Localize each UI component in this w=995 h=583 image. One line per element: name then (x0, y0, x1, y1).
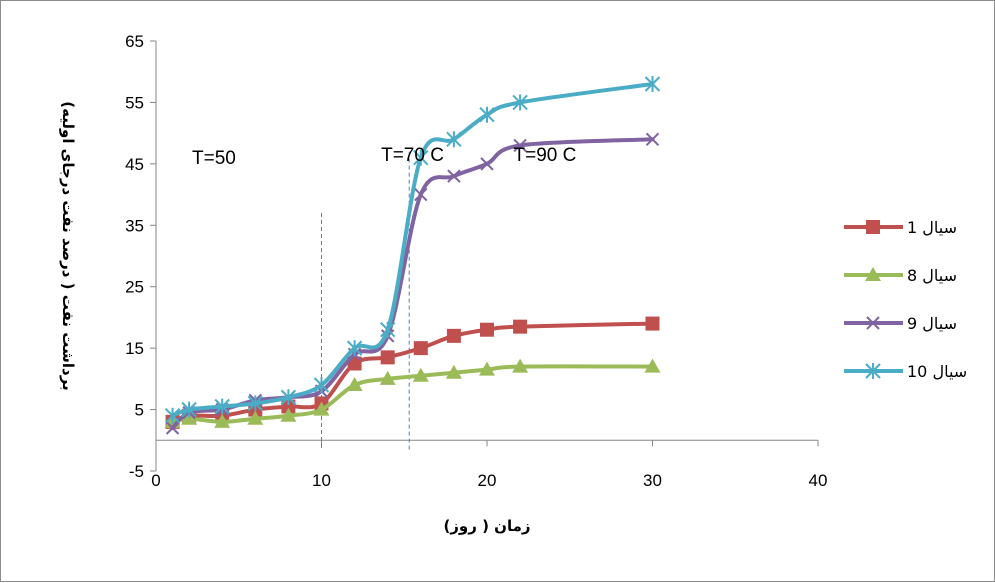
data-point (865, 363, 881, 379)
legend-entry: سیال 10 (844, 362, 967, 381)
legend: سیال 1 سیال 8 سیال 9 سیال 10 (844, 218, 967, 381)
data-point (247, 410, 264, 425)
legend-label: سیال 1 (907, 218, 957, 237)
data-point (512, 94, 528, 111)
annotations: T=50 T=70 C T=90 C (192, 145, 576, 169)
y-axis-title: برداشت نفت ( درصد نفت درجای اولیه) (59, 101, 77, 390)
y-tick-label: 5 (135, 401, 144, 420)
data-point (214, 398, 230, 415)
data-point (181, 410, 198, 425)
data-point (313, 377, 330, 393)
data-point (866, 316, 880, 330)
data-point (447, 169, 461, 183)
series-3 (165, 132, 660, 435)
y-tick-label: 55 (125, 93, 144, 112)
x-tick-label: 10 (312, 471, 331, 490)
annotation-label: T=50 (192, 148, 236, 169)
series-4 (164, 76, 661, 424)
axis-labels: زمان ( روز) برداشت نفت ( درصد نفت درجای ا… (59, 101, 531, 535)
legend-entry: سیال 8 (844, 266, 957, 285)
annotation-label: T=70 C (381, 145, 444, 166)
legend-label: سیال 9 (907, 314, 957, 333)
data-point (164, 407, 181, 424)
legend-label: سیال 8 (907, 266, 957, 285)
x-tick-label: 20 (478, 471, 497, 490)
data-point (281, 399, 296, 414)
x-tick-label: 40 (809, 471, 828, 490)
legend-label: سیال 10 (907, 362, 967, 381)
data-point (413, 341, 428, 356)
y-tick-label: 25 (125, 278, 144, 297)
data-point (280, 389, 297, 406)
data-point (644, 358, 661, 373)
y-tick-label: -5 (129, 462, 144, 481)
data-point (479, 106, 495, 123)
data-point (480, 157, 494, 171)
data-point (379, 370, 396, 385)
data-point (480, 322, 494, 337)
y-tick-label: 35 (125, 216, 144, 235)
series-line (170, 321, 655, 424)
data-point (645, 132, 660, 146)
data-point (513, 138, 527, 153)
series-line (170, 137, 655, 430)
data-point (445, 364, 462, 379)
x-axis-title: زمان ( روز) (443, 517, 530, 535)
series-2 (164, 358, 661, 428)
data-point (280, 407, 297, 422)
x-tick-label: 0 (151, 471, 160, 490)
data-point (513, 319, 528, 334)
data-point (446, 131, 462, 148)
data-point (645, 316, 660, 331)
axes: -5 5 15 25 35 45 55 65 0 10 20 30 40 (125, 32, 827, 490)
data-point (413, 149, 429, 166)
data-point (380, 350, 395, 365)
data-point (379, 321, 396, 338)
series-1 (165, 316, 660, 429)
annotation-label: T=90 C (514, 145, 577, 166)
y-tick-label: 15 (125, 339, 144, 358)
legend-entry: سیال 1 (844, 218, 957, 237)
data-point (644, 76, 661, 92)
y-tick-label: 45 (125, 155, 144, 174)
data-point (313, 401, 330, 416)
data-point (865, 267, 881, 281)
data-point (181, 401, 197, 418)
data-point (414, 187, 428, 202)
data-point (446, 328, 461, 343)
plot-area (164, 76, 661, 435)
data-point (479, 361, 495, 376)
data-point (866, 220, 880, 234)
data-point (512, 358, 529, 373)
data-point (214, 413, 231, 428)
data-point (412, 367, 429, 382)
y-tick-label: 65 (125, 32, 144, 51)
data-point (346, 377, 363, 391)
legend-entry: سیال 9 (844, 314, 957, 333)
data-point (346, 340, 363, 357)
x-tick-label: 30 (643, 471, 662, 490)
data-point (247, 395, 264, 412)
data-point (165, 421, 180, 435)
